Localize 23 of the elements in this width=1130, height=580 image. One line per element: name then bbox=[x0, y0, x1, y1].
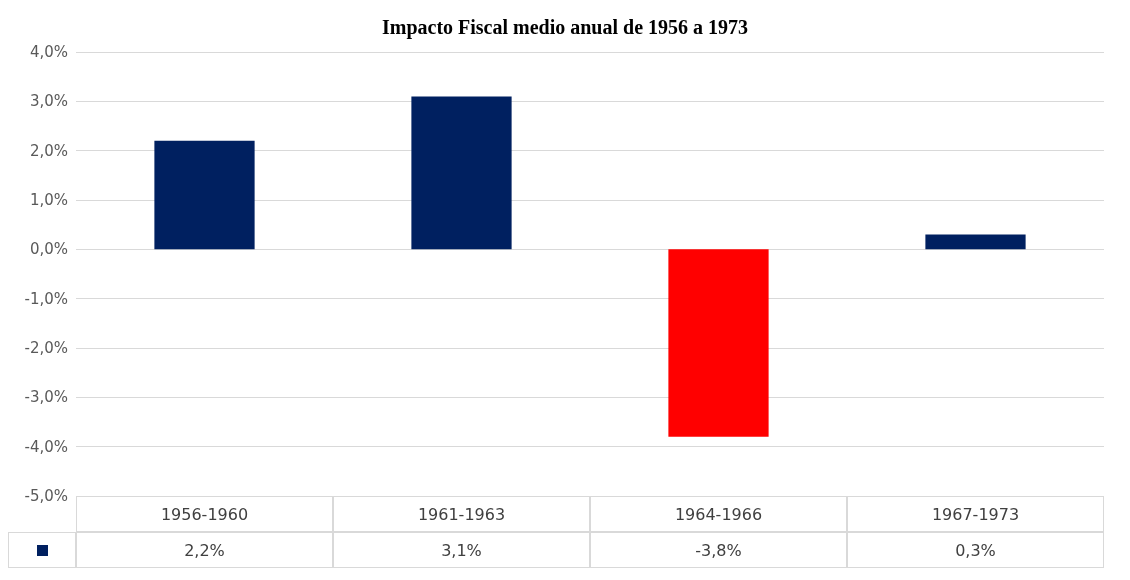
bar bbox=[154, 140, 255, 250]
y-tick-label: 1,0% bbox=[29, 191, 68, 209]
y-tick-label: -3,0% bbox=[24, 388, 68, 407]
data-label: 3,1% bbox=[333, 532, 590, 568]
y-tick-label: -1,0% bbox=[24, 289, 68, 308]
y-tick-label: -4,0% bbox=[24, 437, 68, 456]
y-tick-label: 2,0% bbox=[29, 141, 68, 160]
data-label: 2,2% bbox=[76, 532, 333, 568]
x-tick-label: 1967-1973 bbox=[847, 496, 1104, 532]
data-label: 0,3% bbox=[847, 532, 1104, 568]
bar bbox=[668, 249, 769, 437]
y-tick-label: 3,0% bbox=[29, 92, 68, 111]
bar bbox=[925, 234, 1026, 250]
x-tick-label: 1956-1960 bbox=[76, 496, 333, 532]
x-tick-label: 1961-1963 bbox=[333, 496, 590, 532]
y-tick-label: -2,0% bbox=[24, 339, 68, 357]
bar bbox=[411, 96, 512, 250]
chart-title: Impacto Fiscal medio anual de 1956 a 1973 bbox=[381, 16, 749, 39]
data-label: -3,8% bbox=[590, 532, 847, 568]
y-tick-label: 0,0% bbox=[29, 240, 68, 259]
y-tick-label: -5,0% bbox=[24, 487, 68, 505]
y-tick-label: 4,0% bbox=[29, 43, 68, 61]
x-tick-label: 1964-1966 bbox=[590, 496, 847, 532]
